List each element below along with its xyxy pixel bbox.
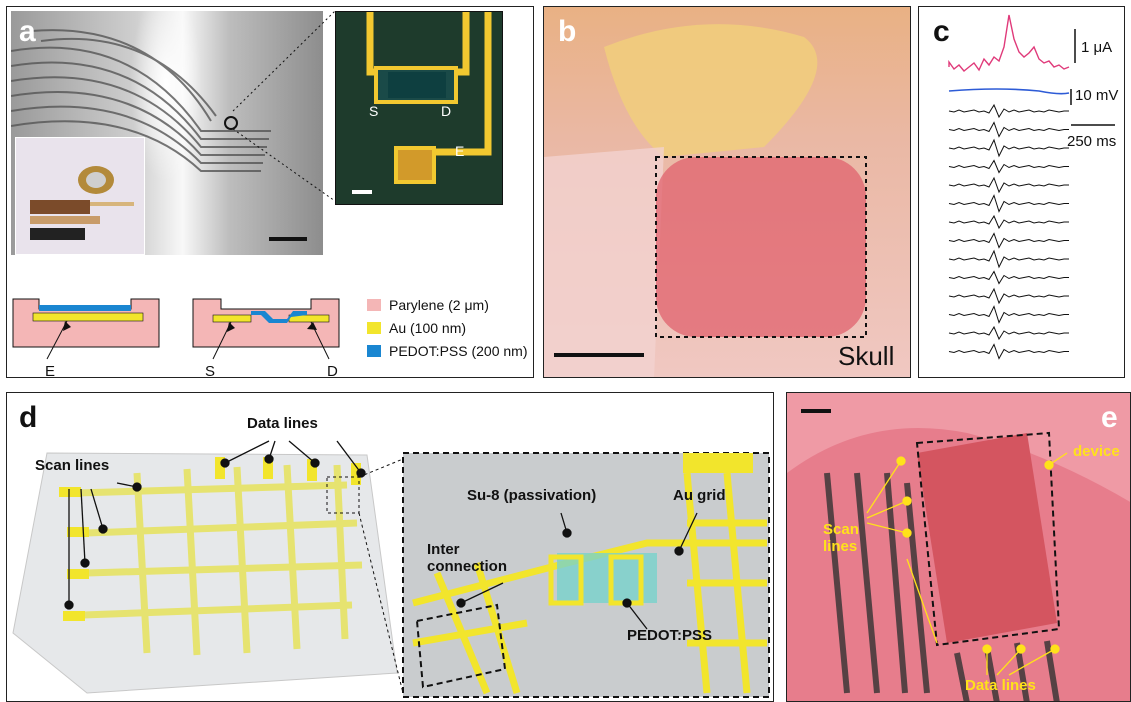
panel-d: d — [6, 392, 774, 702]
current-trace — [948, 14, 1070, 72]
legend-pedot: PEDOT:PSS (200 nm) — [367, 343, 528, 359]
scan-lines-label-e: Scan lines — [823, 521, 859, 555]
device-schematic — [12, 440, 770, 698]
panel-c-label: c — [933, 15, 950, 48]
scale-bar — [554, 353, 644, 357]
brain-photo — [544, 7, 910, 377]
transistor-inset — [335, 11, 503, 205]
data-lines-label-e: Data lines — [965, 677, 1036, 694]
panel-e: e device Scan lines Data lines — [786, 392, 1131, 702]
passivation-label: Su-8 (passivation) — [467, 487, 597, 504]
voltage-trace — [948, 249, 1069, 269]
scale-current-label: 1 μA — [1081, 39, 1113, 56]
scale-bar — [801, 409, 831, 413]
voltage-trace — [948, 159, 1069, 174]
data-lines-label: Data lines — [247, 415, 318, 432]
panel-a: a S D E — [6, 6, 534, 378]
legend-au: Au (100 nm) — [367, 320, 466, 336]
lfp-trace — [948, 88, 1070, 95]
traces — [948, 14, 1115, 360]
scale-voltage-label: 10 mV — [1075, 87, 1119, 104]
voltage-trace — [948, 194, 1069, 213]
source-label: S — [369, 103, 379, 119]
cross-d-label: D — [327, 363, 338, 378]
cross-s-label: S — [205, 363, 216, 378]
scan-lines-label: Scan lines — [35, 457, 110, 474]
voltage-trace — [948, 287, 1069, 305]
electrode-label: E — [455, 143, 465, 159]
voltage-trace — [948, 325, 1069, 341]
pedot-label: PEDOT:PSS — [627, 627, 713, 644]
voltage-trace — [948, 176, 1069, 194]
implant-photo — [787, 393, 1130, 701]
cross-e-label: E — [45, 363, 56, 378]
zoom-lines — [232, 10, 336, 202]
panel-c: c 1 μA 10 mV 250 ms — [918, 6, 1125, 378]
voltage-trace — [948, 343, 1069, 360]
panel-a-label: a — [19, 15, 36, 48]
panel-d-label: d — [19, 401, 38, 434]
voltage-trace — [948, 305, 1069, 324]
skull-label: Skull — [838, 341, 895, 371]
voltage-trace — [948, 214, 1069, 230]
legend-parylene: Parylene (2 μm) — [367, 297, 489, 313]
panel-b-label: b — [558, 15, 577, 48]
device-label: device — [1073, 443, 1120, 460]
drain-label: D — [441, 103, 452, 119]
interconnection-label: Inter connection — [427, 541, 508, 575]
au-grid-label: Au grid — [673, 487, 726, 504]
coin-inset-photo — [15, 137, 145, 255]
voltage-trace — [948, 138, 1069, 158]
cross-section-diagrams — [12, 298, 340, 360]
scale-time-label: 250 ms — [1067, 133, 1117, 150]
voltage-trace — [948, 121, 1069, 138]
scale-bar — [269, 237, 307, 241]
voltage-trace — [948, 103, 1069, 119]
voltage-trace — [948, 232, 1069, 249]
panel-b: b Skull — [543, 6, 911, 378]
voltage-trace — [948, 270, 1069, 285]
panel-e-label: e — [1101, 401, 1118, 434]
